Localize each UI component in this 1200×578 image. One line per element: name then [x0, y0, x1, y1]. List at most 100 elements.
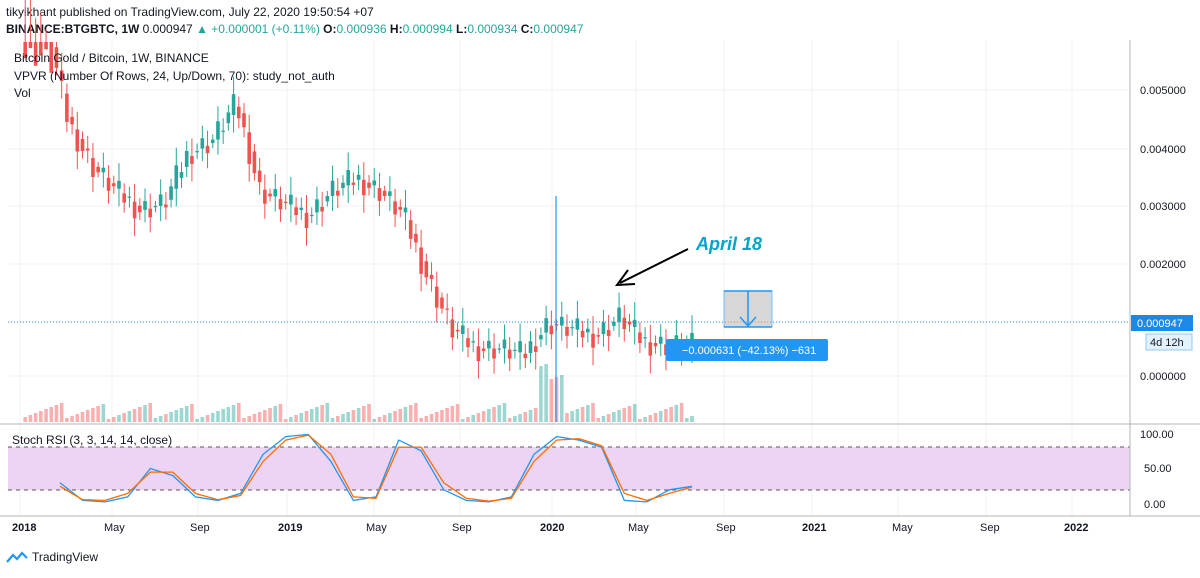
volume-bar [294, 415, 298, 422]
candle-body [143, 201, 147, 210]
candle-body [429, 274, 434, 280]
volume-bar [596, 418, 601, 422]
time-tick: Sep [716, 522, 736, 534]
volume-bar [690, 416, 694, 422]
low-value: 0.000934 [467, 22, 518, 36]
time-tick: May [366, 522, 387, 534]
volume-bar [638, 419, 642, 422]
candle-body [127, 196, 132, 198]
candle-body [539, 335, 543, 340]
volume-bar [507, 418, 512, 422]
candle-body [111, 183, 116, 187]
candle-body [315, 199, 319, 213]
volume-bar [434, 412, 439, 422]
candle-body [351, 182, 356, 185]
legend-vpvr: VPVR (Number Of Rows, 24, Up/Down, 70): … [14, 69, 335, 83]
candle-body [169, 186, 173, 200]
candle-body [460, 325, 465, 334]
time-tick: Sep [980, 522, 1000, 534]
volume-bar [221, 409, 225, 422]
time-tick: 2022 [1064, 522, 1088, 534]
volume-bar [575, 409, 580, 422]
volume-bar [669, 407, 673, 422]
candle-body [455, 329, 460, 332]
volume-bar [335, 416, 340, 422]
candle-body [39, 42, 43, 56]
legend-title: Bitcoin Gold / Bitcoin, 1W, BINANCE [14, 51, 209, 65]
volume-bar [263, 410, 267, 422]
volume-bar [612, 412, 616, 422]
candle-body [164, 204, 168, 208]
ohlc-line: BINANCE:BTGBTC, 1W 0.000947 ▲ +0.000001 … [6, 21, 583, 38]
candle-body [523, 353, 528, 359]
candle-body [575, 318, 580, 330]
candle-body [320, 206, 324, 212]
arrow-down-icon [739, 316, 757, 328]
close-value: 0.000947 [533, 22, 584, 36]
volume-bar [106, 419, 111, 422]
volume-bar [205, 415, 210, 422]
volume-bar [226, 407, 231, 422]
candle-body [440, 297, 444, 309]
candle-body [580, 330, 585, 338]
candle-body [75, 129, 80, 152]
volume-bar [518, 414, 522, 422]
candle-body [278, 199, 283, 210]
candle-body [132, 201, 137, 219]
candle-body [627, 321, 632, 325]
volume-bar [169, 412, 173, 422]
candle-body [325, 195, 330, 202]
volume-bar [242, 418, 246, 422]
candle-body [247, 132, 252, 165]
candle-body [648, 342, 653, 356]
volume-bar [664, 409, 668, 422]
candle-body [263, 189, 267, 204]
candle-body [299, 207, 304, 211]
candle-body [49, 42, 54, 73]
volume-bar [565, 413, 569, 422]
volume-bar [111, 417, 116, 422]
candle-body [362, 179, 366, 196]
candle-body [179, 172, 184, 178]
candle-body [346, 170, 350, 186]
candle-body [294, 207, 298, 216]
candle-body [257, 170, 262, 183]
volume-bar [289, 417, 293, 422]
candle-body [335, 190, 340, 196]
volume-bar [513, 416, 517, 422]
candle-body [221, 130, 225, 132]
candle-body [91, 158, 95, 177]
candle-body [612, 321, 616, 326]
volume-bar [460, 419, 465, 422]
candle-body [643, 337, 647, 339]
volume-bar [143, 405, 147, 422]
volume-bar [627, 406, 632, 422]
volume-bar [91, 408, 95, 422]
candle-body [445, 308, 449, 310]
volume-bar [539, 366, 543, 422]
time-tick: Sep [452, 522, 472, 534]
candle-body [283, 201, 288, 204]
candle-body [341, 182, 345, 189]
volume-bar [440, 410, 444, 422]
volume-bar [257, 412, 262, 422]
volume-bar [653, 413, 658, 422]
time-tick: 2019 [278, 522, 302, 534]
volume-bar [382, 415, 387, 422]
volume-bar [523, 412, 528, 422]
candle-body [492, 348, 496, 359]
volume-bar [403, 407, 408, 422]
candle-body [466, 338, 470, 348]
volume-bar [236, 403, 241, 422]
time-axis: 2018 May Sep 2019 May Sep 2020 May Sep 2… [12, 522, 1088, 534]
volume-bar [179, 408, 184, 422]
volume-bar [164, 414, 168, 422]
volume-bar [59, 403, 64, 422]
candle-body [122, 193, 126, 203]
stoch-rsi-d-line [59, 434, 693, 502]
candle-body [268, 193, 272, 197]
candle-body [617, 307, 621, 322]
rsi-title: Stoch RSI (3, 3, 14, 14, close) [12, 433, 172, 447]
candle-body [200, 138, 205, 149]
